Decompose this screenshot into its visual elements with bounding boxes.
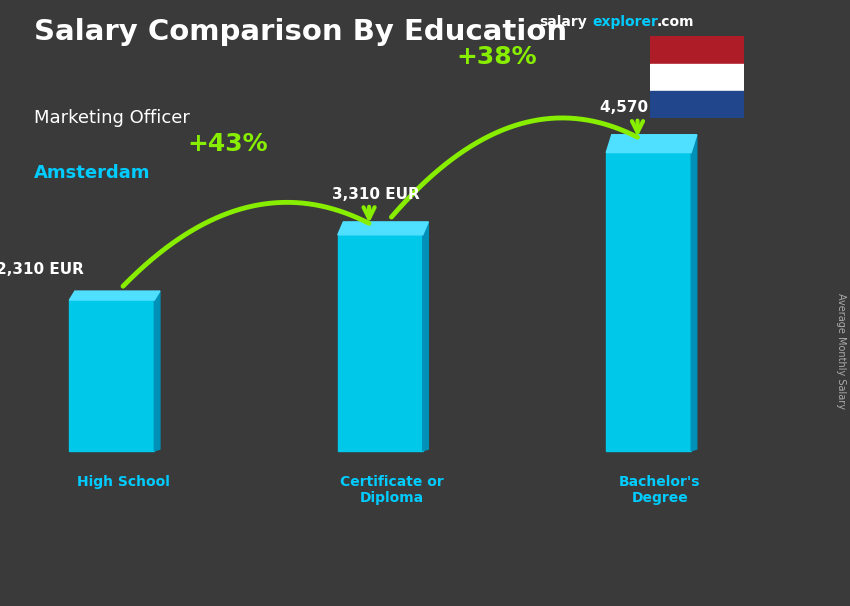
- Polygon shape: [606, 135, 697, 153]
- Text: 2,310 EUR: 2,310 EUR: [0, 262, 84, 276]
- Text: Certificate or
Diploma: Certificate or Diploma: [339, 475, 444, 505]
- Text: Marketing Officer: Marketing Officer: [34, 109, 190, 127]
- Text: salary: salary: [540, 15, 587, 29]
- Polygon shape: [422, 222, 428, 451]
- Text: +38%: +38%: [456, 45, 537, 69]
- Text: Amsterdam: Amsterdam: [34, 164, 150, 182]
- Text: 3,310 EUR: 3,310 EUR: [332, 187, 420, 202]
- Text: High School: High School: [76, 475, 169, 489]
- Bar: [650, 64, 744, 91]
- Bar: [650, 91, 744, 118]
- Polygon shape: [70, 291, 160, 300]
- Text: Bachelor's
Degree: Bachelor's Degree: [619, 475, 700, 505]
- Polygon shape: [337, 235, 422, 451]
- Text: +43%: +43%: [188, 132, 269, 156]
- Polygon shape: [70, 300, 155, 451]
- Polygon shape: [337, 222, 428, 235]
- Text: 4,570 EUR: 4,570 EUR: [600, 101, 689, 115]
- Text: explorer: explorer: [592, 15, 658, 29]
- Text: Salary Comparison By Education: Salary Comparison By Education: [34, 18, 567, 46]
- Text: .com: .com: [656, 15, 694, 29]
- Bar: [650, 36, 744, 64]
- Polygon shape: [606, 153, 691, 451]
- Text: Average Monthly Salary: Average Monthly Salary: [836, 293, 846, 410]
- Polygon shape: [155, 291, 160, 451]
- Polygon shape: [691, 135, 697, 451]
